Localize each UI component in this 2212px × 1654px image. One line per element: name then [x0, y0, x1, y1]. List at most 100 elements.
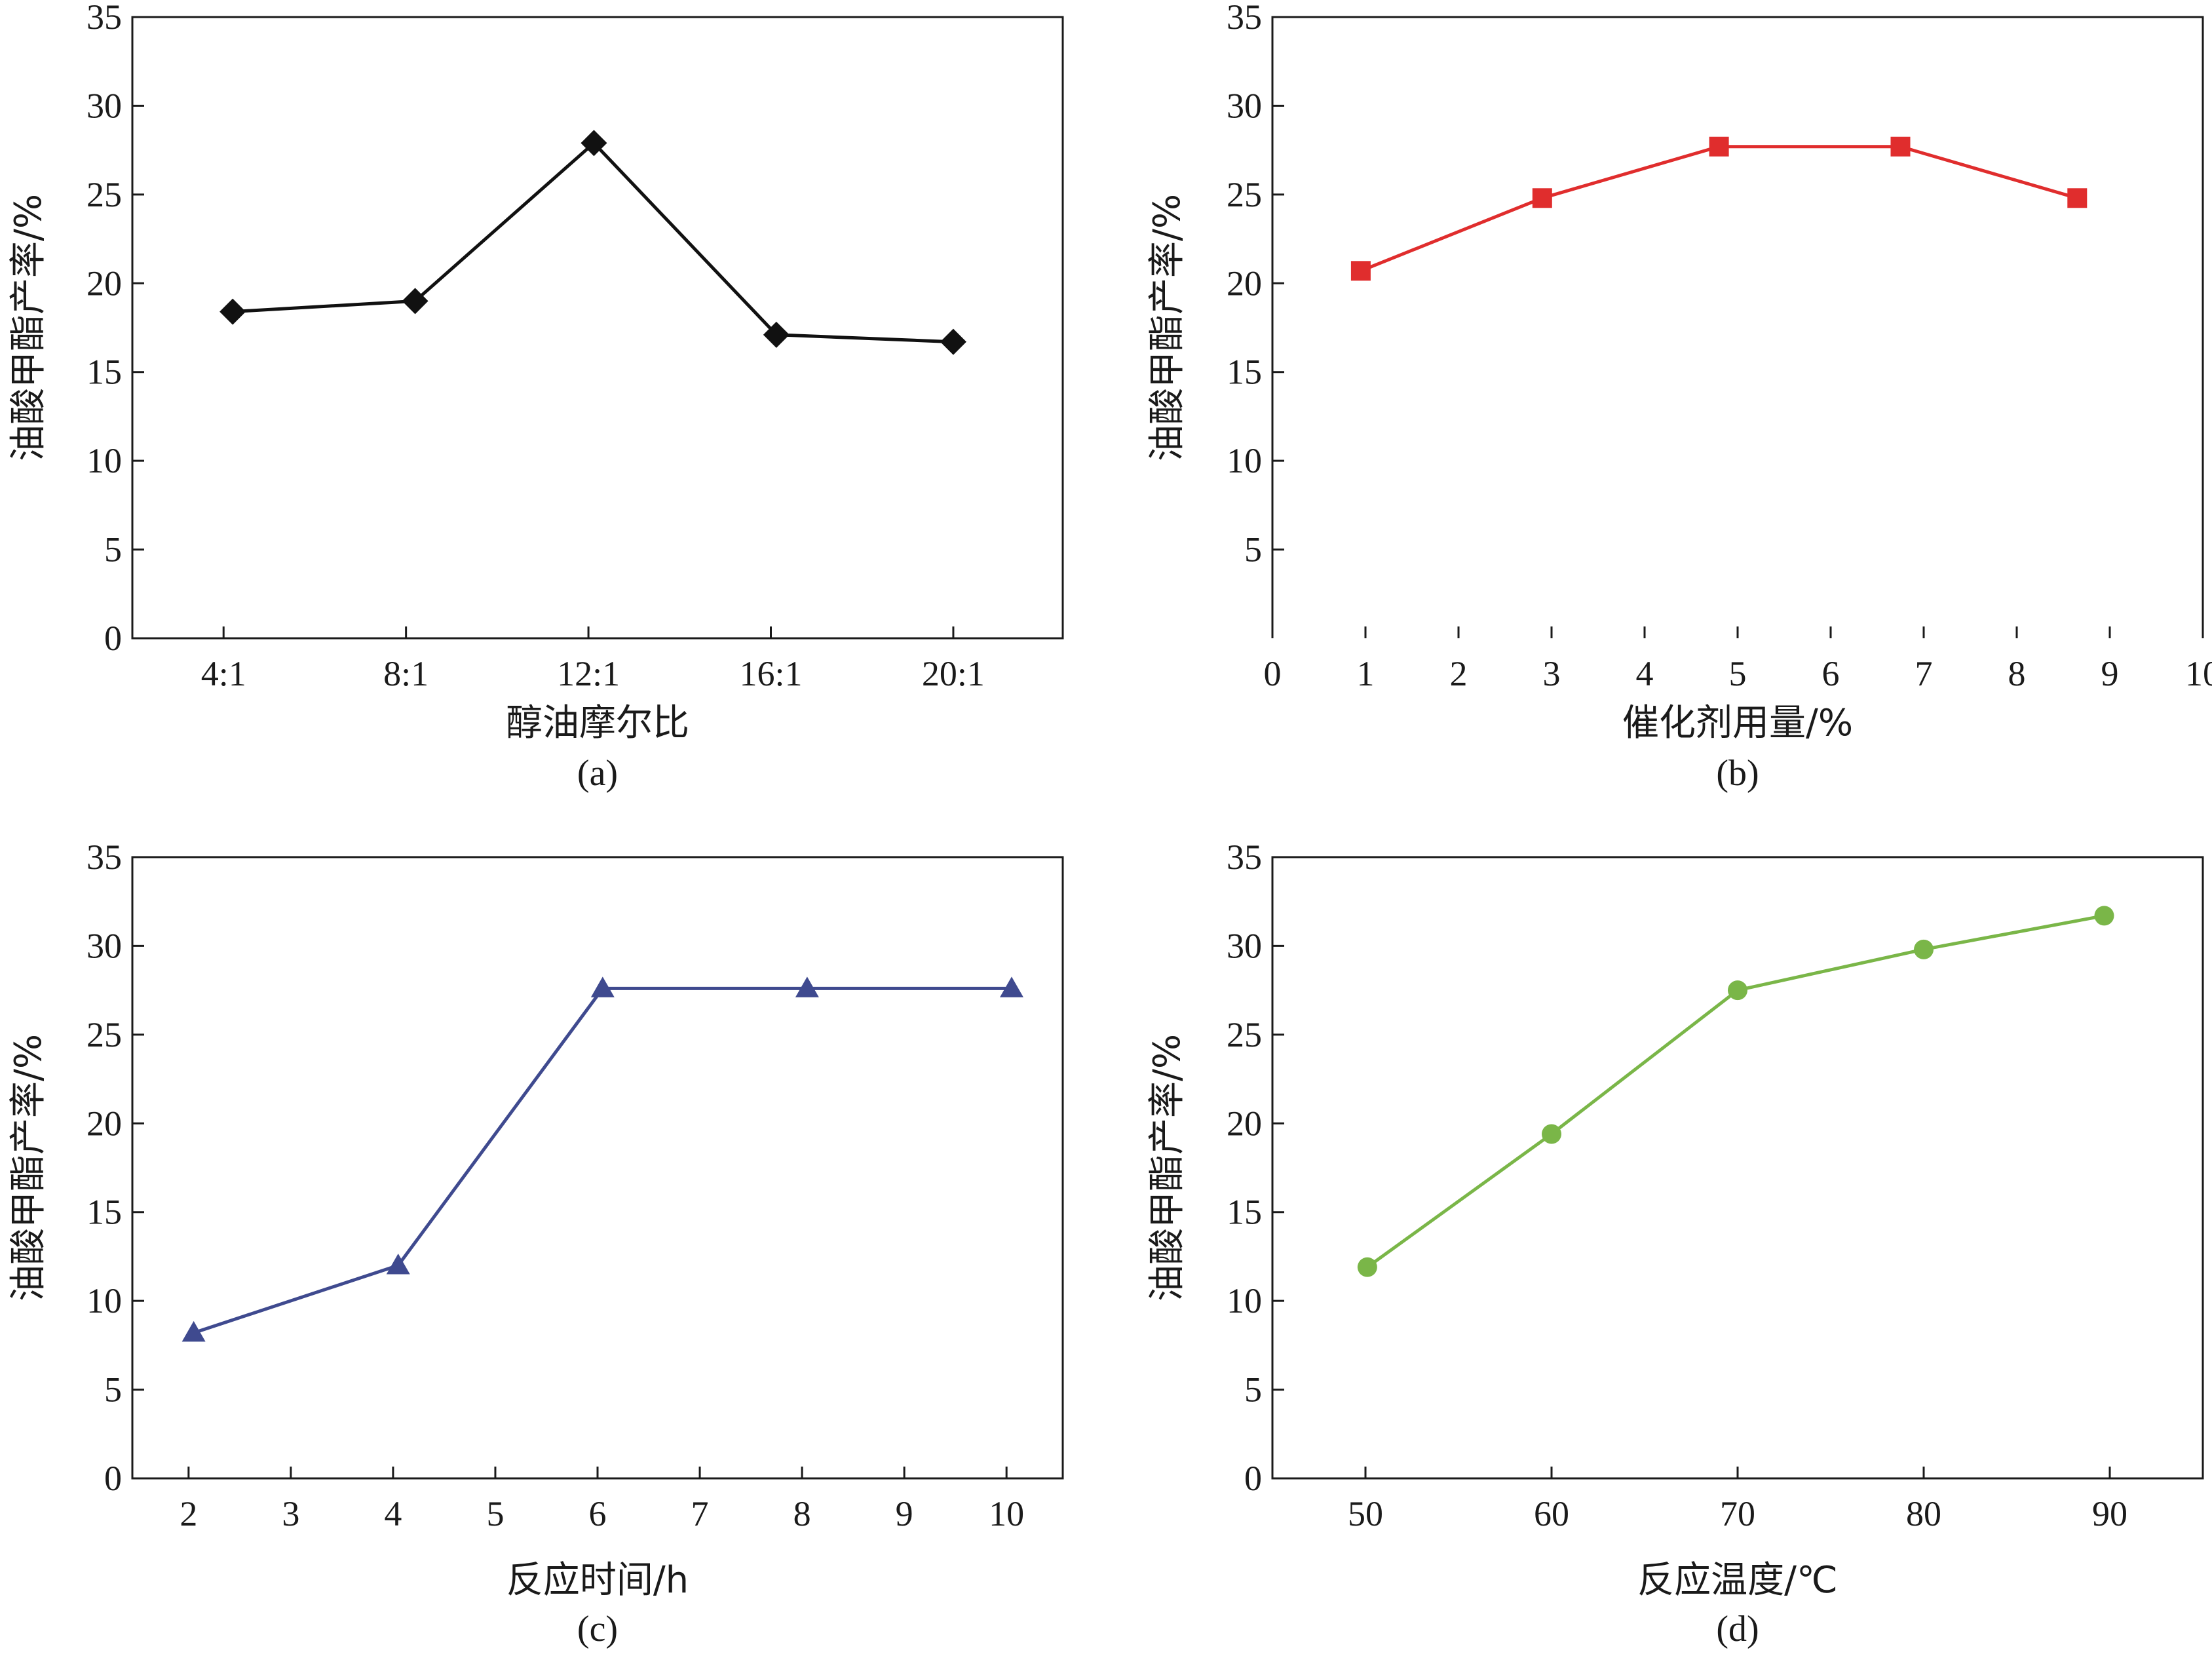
panel-b-series-line — [1360, 145, 2078, 273]
panel-d-point — [1914, 939, 1934, 959]
panel-a-point — [763, 321, 790, 348]
panel-c-xtick-label: 10 — [989, 1494, 1024, 1533]
panel-b-ytick-label: 5 — [1244, 530, 1262, 569]
panel-a-ytick-label: 10 — [86, 441, 122, 480]
panel-d-xtick-label: 80 — [1906, 1494, 1941, 1533]
panel-a-ytick-label: 15 — [86, 353, 122, 392]
panel-c-point — [181, 1320, 206, 1342]
panel-a-ytick-label: 0 — [104, 619, 122, 658]
panel-b-xtick-label: 3 — [1543, 654, 1561, 693]
panel-b-xtick-label: 9 — [2101, 654, 2119, 693]
panel-d-ytick-label: 20 — [1227, 1104, 1262, 1143]
panel-c-ytick-label: 20 — [86, 1104, 122, 1143]
panel-b-point — [1709, 136, 1729, 157]
panel-b-xtick-label: 5 — [1729, 654, 1747, 693]
panel-a-xtick-label: 4:1 — [201, 654, 246, 693]
panel-b-point — [1890, 136, 1911, 157]
panel-a-xtick-label: 8:1 — [383, 654, 429, 693]
panel-c-ytick-label: 5 — [104, 1370, 122, 1410]
panel-c-point — [999, 976, 1023, 997]
panel-b-xtick-label: 7 — [1915, 654, 1933, 693]
panel-d-ytick-label: 30 — [1227, 926, 1262, 965]
panel-b-xtick-label: 1 — [1357, 654, 1375, 693]
panel-b-point — [2067, 188, 2088, 208]
panel-a-ytick-label: 5 — [104, 530, 122, 569]
panel-b-series — [1350, 136, 2088, 281]
panel-c-point — [386, 1253, 410, 1275]
panel-b-ylabel: 油酸甲酯产率/% — [1146, 194, 1189, 461]
panel-d-ytick-label: 35 — [1227, 837, 1262, 877]
panel-d-ytick-label: 5 — [1244, 1370, 1262, 1410]
panel-c-xtick-label: 8 — [793, 1494, 811, 1533]
panel-d-xtick-label: 60 — [1534, 1494, 1569, 1533]
panel-b-xtick-label: 8 — [2008, 654, 2026, 693]
panel-a-frame — [131, 16, 1064, 640]
panel-a-point — [402, 288, 429, 315]
panel-d-xtick-label: 50 — [1348, 1494, 1383, 1533]
panel-b-xlabel: 催化剂用量/% — [1622, 702, 1853, 744]
panel-c-xtick-label: 7 — [691, 1494, 709, 1533]
panel-c-xtick-label: 3 — [282, 1494, 299, 1533]
panel-c-ytick-label: 30 — [86, 926, 122, 965]
panel-c-point — [590, 976, 615, 997]
panel-b-ytick-label: 15 — [1227, 353, 1262, 392]
panel-d-point — [1728, 980, 1747, 1001]
panel-d: 0 5 10 15 20 25 30 35 50 60 70 80 90 反应温度/℃ (d) 油酸甲酯… — [1146, 837, 2204, 1649]
panel-c-xtick-label: 6 — [589, 1494, 607, 1533]
panel-d-ylabel: 油酸甲酯产率/% — [1146, 1034, 1189, 1301]
panel-c-ylabel: 油酸甲酯产率/% — [7, 1034, 50, 1301]
panel-a-ytick-label: 25 — [86, 175, 122, 214]
panel-c-ticks: 0 5 10 15 20 25 30 35 2 3 4 5 6 7 8 9 10 — [86, 837, 1024, 1533]
panel-d-xlabel: 反应温度/℃ — [1637, 1559, 1838, 1602]
panel-c-ytick-label: 35 — [86, 837, 122, 877]
panel-b-point — [1532, 188, 1552, 208]
panel-d-point — [1357, 1257, 1377, 1277]
panel-c-xlabel: 反应时间/h — [506, 1559, 689, 1602]
panel-a-xtick-label: 20:1 — [922, 654, 985, 693]
panel-d-label: (d) — [1716, 1609, 1759, 1649]
panel-a-point — [581, 130, 607, 157]
panel-b-xtick-label: 0 — [1264, 654, 1282, 693]
panel-a-point — [940, 328, 966, 355]
panel-b-xtick-label: 10 — [2185, 654, 2212, 693]
panel-b-ytick-label: 35 — [1227, 0, 1262, 37]
panel-c-xtick-label: 2 — [180, 1494, 197, 1533]
panel-d-series — [1357, 906, 2114, 1277]
panel-d-series-line — [1366, 914, 2105, 1269]
panel-c: 0 5 10 15 20 25 30 35 2 3 4 5 6 7 8 9 10 反应时间/h (c) 油酸甲酯… — [7, 837, 1064, 1649]
panel-d-frame — [1271, 856, 2204, 1480]
panel-b-frame — [1271, 16, 2204, 638]
panel-b: 5 10 15 20 25 30 35 0 1 2 3 4 5 6 7 8 9 10 催化剂用量/% (b) 油酸… — [1146, 0, 2212, 794]
panel-d-xtick-label: 70 — [1720, 1494, 1755, 1533]
panel-b-point — [1350, 261, 1371, 281]
panel-a-ytick-label: 30 — [86, 86, 122, 125]
panel-d-ytick-label: 25 — [1227, 1015, 1262, 1054]
panel-b-xtick-label: 4 — [1636, 654, 1654, 693]
panel-d-point — [2094, 906, 2114, 926]
panel-c-ytick-label: 25 — [86, 1015, 122, 1054]
panel-b-xtick-label: 6 — [1822, 654, 1840, 693]
panel-a-label: (a) — [577, 753, 618, 794]
panel-d-ytick-label: 10 — [1227, 1281, 1262, 1320]
panel-b-ytick-label: 20 — [1227, 263, 1262, 303]
panel-b-xtick-label: 2 — [1450, 654, 1468, 693]
panel-d-ytick-label: 15 — [1227, 1193, 1262, 1232]
panel-c-series-line — [193, 986, 1012, 1335]
panel-b-ytick-label: 30 — [1227, 86, 1262, 125]
panel-b-ytick-label: 25 — [1227, 175, 1262, 214]
panel-a-point — [219, 298, 246, 325]
panel-a-xtick-label: 12:1 — [557, 654, 620, 693]
panel-a-ytick-label: 20 — [86, 263, 122, 303]
panel-a-ylabel: 油酸甲酯产率/% — [7, 194, 50, 461]
panel-a: 0 5 10 15 20 25 30 35 4:1 8:1 12:1 16:1 20:1 醇油摩尔比 (… — [7, 0, 1064, 794]
panel-c-ytick-label: 0 — [104, 1459, 122, 1498]
panel-a-series — [219, 130, 966, 355]
panel-a-series-line — [232, 141, 954, 344]
panel-c-frame — [131, 856, 1064, 1480]
panel-c-ytick-label: 10 — [86, 1281, 122, 1320]
panel-b-ytick-label: 10 — [1227, 441, 1262, 480]
panel-c-series — [181, 976, 1023, 1342]
panel-d-ytick-label: 0 — [1244, 1459, 1262, 1498]
panel-c-label: (c) — [577, 1609, 618, 1649]
